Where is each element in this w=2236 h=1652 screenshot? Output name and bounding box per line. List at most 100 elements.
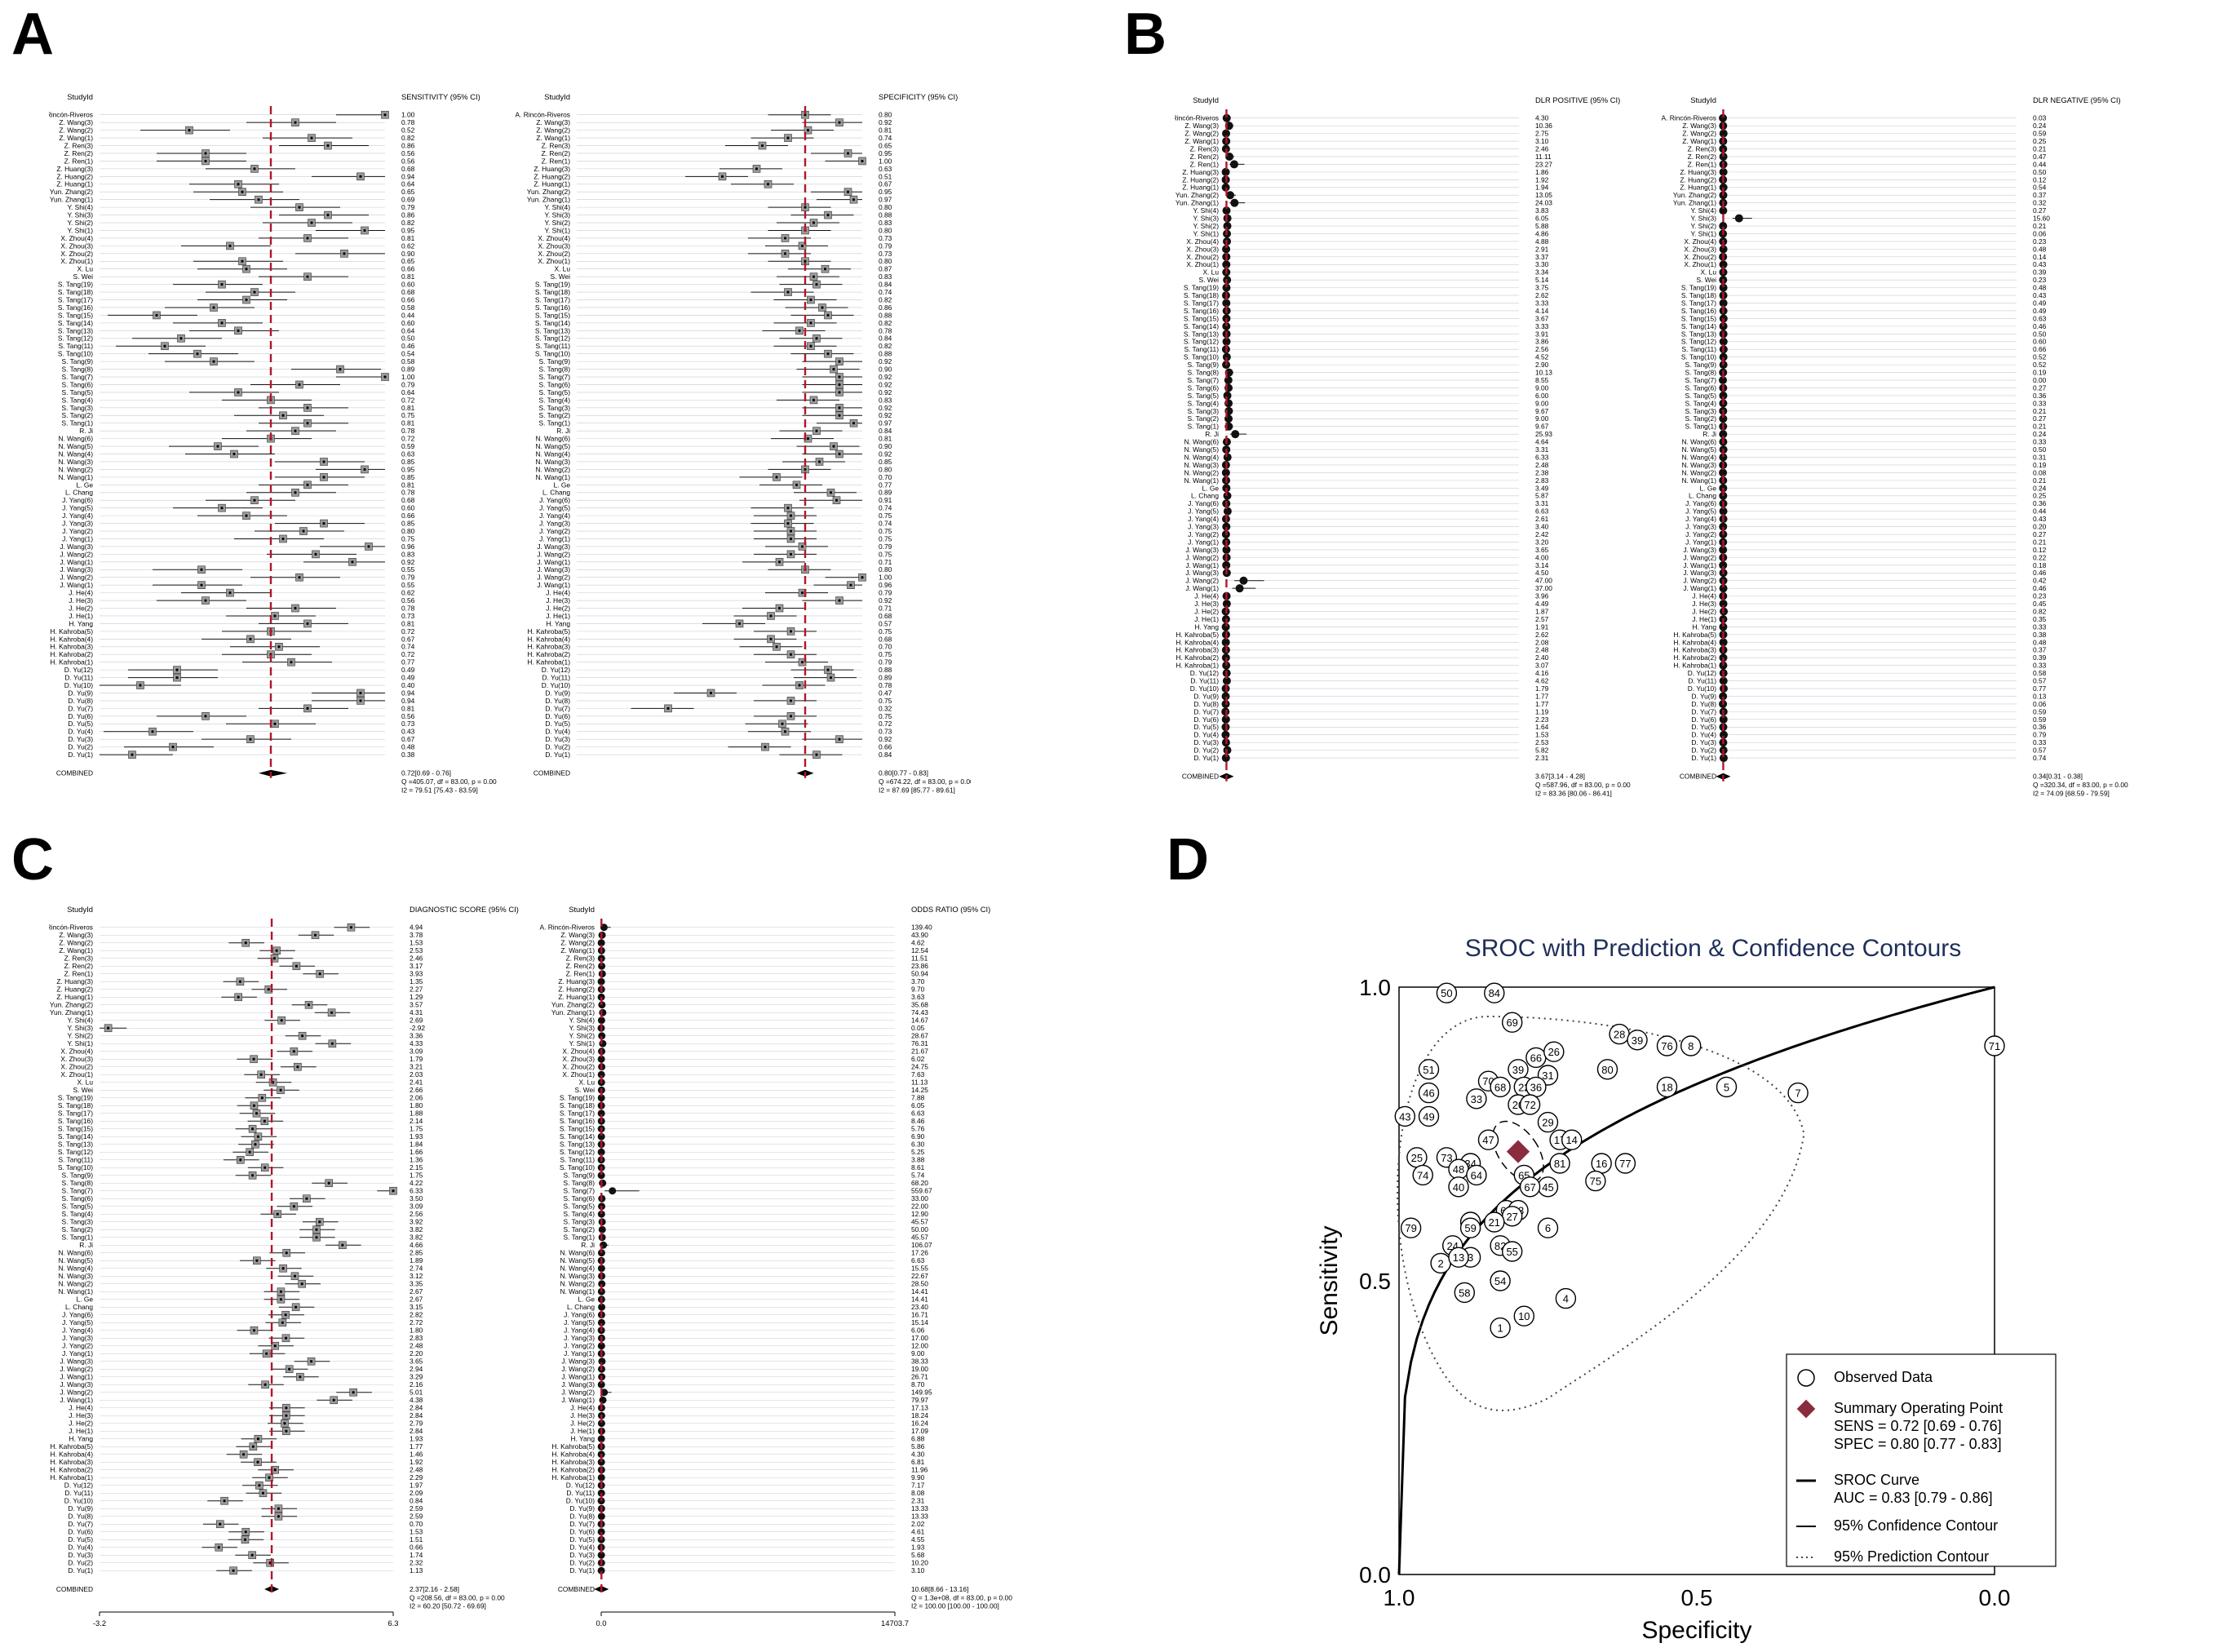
sensitivity-point: [367, 545, 370, 548]
sensitivity-study-label: S. Tang(10): [58, 350, 93, 358]
specificity-value-label: 0.92: [879, 404, 892, 412]
sensitivity-point: [306, 275, 309, 278]
sensitivity-value-label: 0.96: [401, 543, 415, 551]
specificity-point: [838, 599, 841, 602]
dlr-negative-study-label: Z. Ren(2): [1688, 153, 1717, 161]
sensitivity-value-label: 0.64: [401, 326, 415, 334]
diagnostic-score-study-label: S. Tang(8): [62, 1179, 94, 1187]
diagnostic-score-study-label: D. Yu(4): [68, 1543, 93, 1552]
odds-ratio-value-label: 4.30: [911, 1450, 925, 1459]
dlr-negative-value-label: 0.45: [2033, 600, 2047, 608]
specificity-point: [775, 645, 778, 649]
dlr-negative-study-label: R. Ji: [1702, 430, 1716, 438]
sensitivity-value-label: 0.56: [401, 596, 415, 605]
odds-ratio-study-label: Yun. Zhang(1): [551, 1008, 595, 1016]
odds-ratio-value-label: 8.08: [911, 1489, 925, 1497]
sensitivity-point: [294, 491, 297, 494]
dlr-negative-study-label: D. Yu(3): [1691, 738, 1716, 746]
diagnostic-score-value-label: 3.82: [410, 1233, 423, 1242]
dlr-positive-study-label: S. Tang(8): [1188, 369, 1220, 377]
dlr-negative-study-label: X. Zhou(3): [1684, 245, 1716, 253]
sensitivity-point: [253, 498, 256, 502]
odds-ratio-value-label: 4.61: [911, 1528, 925, 1536]
dlr-positive-study-label: Y. Shi(2): [1193, 222, 1220, 230]
diagnostic-score-point: [250, 1553, 254, 1557]
observed-data-label: 50: [1441, 987, 1452, 999]
diagnostic-score-value-label: 3.92: [410, 1218, 423, 1226]
specificity-point: [846, 152, 850, 155]
odds-ratio-point: [597, 1109, 605, 1118]
diagnostic-score-value-label: 2.74: [410, 1264, 423, 1273]
sensitivity-study-label: S. Wei: [73, 272, 93, 281]
odds-ratio-pooled-label: 10.68[8.66 - 13.16]: [911, 1585, 968, 1593]
specificity-point: [832, 445, 835, 448]
dlr-positive-point: [1222, 545, 1231, 554]
observed-data-point: [1984, 1035, 2005, 1056]
dlr-positive-pooled-label: 3.67[3.14 - 4.28]: [1535, 773, 1585, 781]
specificity-pooled-label: 0.80[0.77 - 0.83]: [879, 769, 928, 777]
specificity-value-label: 0.63: [879, 165, 892, 173]
diagnostic-score-value-label: 2.29: [410, 1473, 423, 1481]
diagnostic-score-value-label: 2.84: [410, 1427, 423, 1435]
sensitivity-study-label: S. Tang(17): [58, 295, 93, 303]
diagnostic-score-point: [281, 1321, 284, 1324]
dlr-positive-study-label: Z. Ren(1): [1190, 160, 1220, 168]
sensitivity-value-label: 0.72: [401, 650, 415, 658]
specificity-point: [804, 206, 807, 209]
specificity-value-label: 0.75: [879, 527, 892, 535]
odds-ratio-point: [597, 1473, 605, 1481]
specificity-study-label: D. Yu(9): [545, 689, 570, 697]
specificity-value-label: 0.82: [879, 295, 892, 303]
dlr-positive-value-label: 4.30: [1535, 114, 1549, 122]
dlr-positive-point: [1221, 638, 1230, 647]
diagnostic-score-value-label: 2.59: [410, 1512, 423, 1521]
dlr-negative-pooled-label: 0.34[0.31 - 0.38]: [2033, 773, 2083, 781]
sensitivity-point: [302, 529, 305, 533]
odds-ratio-value-label: 17.09: [911, 1427, 928, 1435]
dlr-positive-point: [1239, 576, 1248, 585]
odds-ratio-study-label: D. Yu(5): [569, 1535, 595, 1543]
sensitivity-point: [359, 175, 362, 178]
diagnostic-score-point: [281, 1267, 285, 1270]
specificity-value-label: 0.78: [879, 681, 892, 689]
dlr-negative-value-label: 0.27: [2033, 383, 2047, 392]
sensitivity-value-label: 0.73: [401, 720, 415, 728]
odds-ratio-point: [597, 1342, 605, 1350]
dlr-negative-value-label: 0.47: [2033, 153, 2047, 161]
dlr-negative-study-label: J. He(3): [1692, 600, 1716, 608]
sensitivity-value-label: 0.85: [401, 473, 415, 481]
dlr-positive-point: [1222, 260, 1231, 269]
diagnostic-score-value-label: 1.80: [410, 1326, 423, 1335]
sensitivity-point: [228, 591, 232, 595]
specificity-study-label: S. Tang(19): [535, 281, 570, 289]
observed-data-point: [1614, 1153, 1636, 1174]
odds-ratio-study-label: L. Chang: [567, 1303, 595, 1311]
odds-ratio-study-label: Yun. Zhang(2): [551, 1001, 595, 1009]
observed-data-label: 67: [1524, 1181, 1535, 1194]
dlr-negative-study-label: N. Wang(4): [1681, 453, 1716, 461]
dlr-positive-study-label: Y. Shi(3): [1193, 215, 1220, 223]
dlr-negative-point: [1719, 522, 1728, 531]
sensitivity-combined-label: COMBINED: [56, 769, 93, 777]
dlr-negative-study-label: H. Kahroba(2): [1673, 653, 1716, 662]
sensitivity-value-label: 0.75: [401, 534, 415, 543]
legend-summary-label: Summary Operating Point: [1834, 1400, 2003, 1416]
odds-ratio-point: [597, 1070, 605, 1078]
diagnostic-score-value-label: 1.75: [410, 1125, 423, 1133]
specificity-study-label: S. Tang(6): [539, 380, 571, 388]
dlr-positive-study-label: D. Yu(2): [1193, 746, 1219, 755]
legend-box: [1786, 1353, 2057, 1567]
observed-data-point: [1448, 1247, 1469, 1268]
specificity-point: [838, 452, 841, 456]
dlr-negative-study-label: Z. Huang(3): [1680, 168, 1716, 176]
dlr-negative-value-label: 0.33: [2033, 438, 2047, 446]
specificity-column-header: StudyId: [544, 92, 570, 101]
diagnostic-score-point: [276, 1212, 279, 1216]
specificity-value-label: 0.92: [879, 735, 892, 743]
dlr-negative-value-label: 0.33: [2033, 662, 2047, 670]
specificity-point: [838, 391, 841, 394]
odds-ratio-value-label: 19.00: [911, 1365, 928, 1373]
diagnostic-score-point: [280, 1019, 283, 1022]
sensitivity-study-label: D. Yu(5): [68, 720, 93, 728]
odds-ratio-point: [598, 1032, 606, 1040]
